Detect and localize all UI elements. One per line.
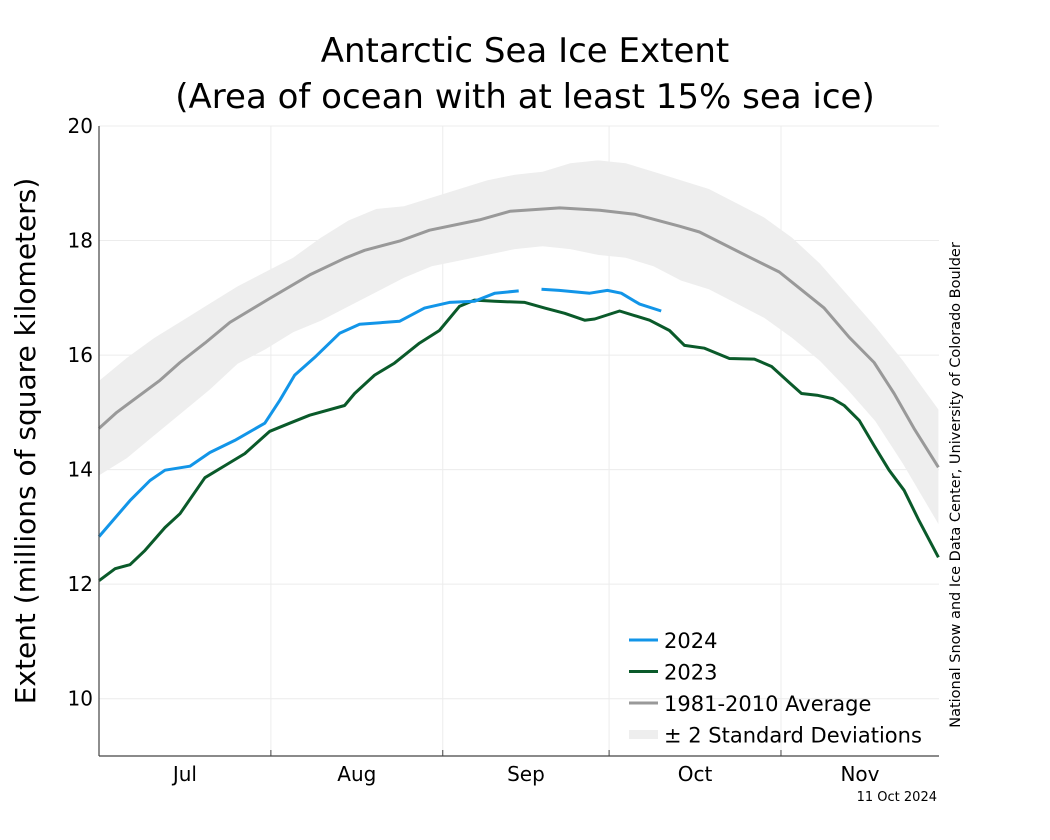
x-tick-label: Jul <box>171 762 197 786</box>
series-line-1981-2010-average <box>97 206 940 469</box>
y-tick-label: 10 <box>68 687 93 711</box>
series-line-2024 <box>541 287 662 313</box>
x-tick-label: Sep <box>507 762 545 786</box>
legend-label: 1981-2010 Average <box>664 692 871 716</box>
y-tick-label: 20 <box>68 114 93 138</box>
x-tick-label: Nov <box>840 762 879 786</box>
legend-label: ± 2 Standard Deviations <box>664 724 922 748</box>
x-ticks: Jul Aug Sep Oct Nov <box>171 750 880 786</box>
y-tick-label: 18 <box>68 229 93 253</box>
series-line-2024 <box>97 289 519 538</box>
chart-title: Antarctic Sea Ice Extent <box>321 31 730 71</box>
series-lines <box>97 206 940 582</box>
legend-label: 2023 <box>664 661 717 685</box>
axes <box>98 126 939 757</box>
series-line-2023 <box>98 298 940 582</box>
chart-subtitle: (Area of ocean with at least 15% sea ice… <box>175 77 874 117</box>
x-tick-label: Aug <box>337 762 376 786</box>
credit-text: National Snow and Ice Data Center, Unive… <box>948 242 964 728</box>
y-axis-label: Extent (millions of square kilometers) <box>9 178 42 705</box>
std-dev-band <box>99 160 939 524</box>
y-tick-label: 12 <box>68 572 93 596</box>
y-tick-label: 16 <box>68 343 93 367</box>
x-tick-label: Oct <box>678 762 713 786</box>
legend-label: 2024 <box>664 629 717 653</box>
y-ticks: 10 12 14 16 18 20 <box>68 114 93 711</box>
legend: 2024 2023 1981-2010 Average ± 2 Standard De… <box>629 629 922 748</box>
y-tick-label: 14 <box>68 458 93 482</box>
std-dev-band-area <box>99 160 939 524</box>
date-stamp: 11 Oct 2024 <box>857 790 937 805</box>
